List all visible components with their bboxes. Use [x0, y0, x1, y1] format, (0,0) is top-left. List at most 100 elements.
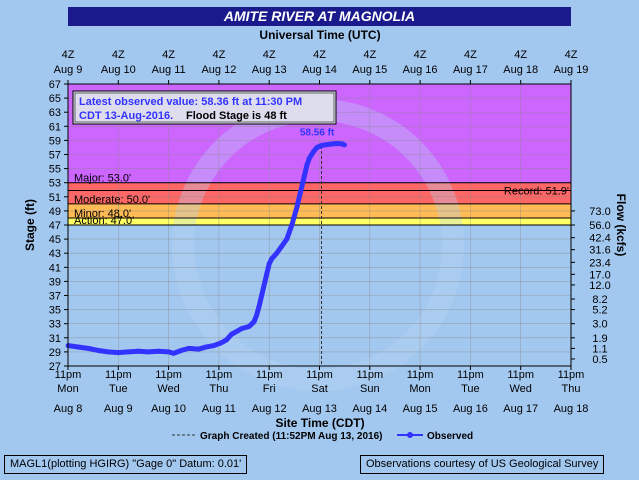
observed-point: [178, 348, 184, 353]
bottom-tick-time: 11pm: [558, 369, 585, 381]
y-tick-label: 51: [49, 192, 61, 204]
y-tick-label: 63: [49, 107, 61, 119]
observed-point: [307, 155, 312, 161]
observed-point: [342, 142, 348, 148]
flow-tick-label: 23.4: [589, 257, 610, 269]
observed-point: [75, 344, 81, 350]
bottom-tick-date: Aug 11: [202, 403, 236, 415]
flow-tick-label: 31.6: [589, 245, 610, 257]
observed-point: [203, 344, 209, 350]
observed-point: [274, 250, 280, 256]
observed-point: [296, 194, 302, 200]
top-axis-title: Universal Time (UTC): [259, 28, 380, 42]
top-tick-date: Aug 19: [554, 64, 589, 76]
flow-tick-label: 5.2: [592, 305, 607, 317]
bottom-tick-date: Aug 18: [554, 403, 589, 415]
observed-point: [279, 243, 285, 249]
bottom-tick-day: Fri: [263, 383, 276, 395]
bottom-tick-date: Aug 15: [403, 403, 438, 415]
legend-observed: Observed: [427, 431, 473, 442]
y-tick-label: 33: [49, 319, 61, 331]
flow-tick-label: 8.2: [592, 294, 607, 306]
y-tick-label: 65: [49, 93, 61, 105]
top-tick-time: 4Z: [464, 49, 477, 61]
bottom-tick-date: Aug 9: [104, 403, 133, 415]
flow-tick-label: 12.0: [589, 280, 610, 292]
bottom-tick-day: Thu: [209, 383, 228, 395]
top-tick-time: 4Z: [212, 49, 225, 61]
top-tick-time: 4Z: [363, 49, 376, 61]
latest-value-date: CDT 13-Aug-2016.: [79, 110, 173, 122]
peak-label: 58.56 ft: [300, 128, 335, 139]
flood-label-moderate: Moderate: 50.0': [74, 194, 150, 206]
flood-stage-text: Flood Stage is 48 ft: [186, 110, 287, 122]
observed-point: [186, 345, 192, 351]
bottom-tick-date: Aug 16: [453, 403, 488, 415]
y-tick-label: 41: [49, 262, 61, 274]
top-tick-date: Aug 9: [54, 64, 83, 76]
observed-point: [266, 261, 272, 267]
top-tick-date: Aug 14: [302, 64, 337, 76]
bottom-tick-date: Aug 8: [54, 403, 83, 415]
legend-graph-created: Graph Created (11:52PM Aug 13, 2016): [200, 431, 382, 442]
observed-point: [319, 142, 325, 148]
top-tick-time: 4Z: [62, 49, 75, 61]
observed-point: [254, 312, 260, 318]
legend-observed-marker: [407, 432, 413, 438]
y-tick-label: 43: [49, 248, 61, 260]
observed-point: [166, 349, 172, 355]
bottom-tick-time: 11pm: [155, 369, 182, 381]
observed-point: [329, 141, 335, 147]
x-axis-title: Site Time (CDT): [275, 416, 364, 430]
y-tick-label: 57: [49, 150, 61, 162]
observed-point: [289, 222, 295, 228]
observed-point: [85, 345, 91, 351]
bottom-tick-date: Aug 14: [352, 403, 387, 415]
bottom-tick-day: Wed: [157, 383, 179, 395]
observed-point: [196, 346, 202, 352]
bottom-tick-day: Tue: [109, 383, 128, 395]
latest-value-box: [72, 90, 337, 125]
latest-value-box-inner: [74, 92, 335, 123]
observed-point: [256, 303, 262, 309]
y-tick-label: 35: [49, 305, 61, 317]
top-tick-date: Aug 11: [152, 64, 186, 76]
bottom-tick-date: Aug 17: [503, 403, 538, 415]
flood-label-minor: Minor: 48.0': [74, 208, 131, 220]
top-tick-time: 4Z: [514, 49, 527, 61]
observed-point: [311, 149, 316, 155]
observed-point: [95, 348, 101, 353]
y-axis-title: Stage (ft): [23, 199, 37, 251]
observed-point: [171, 350, 177, 356]
bottom-tick-time: 11pm: [306, 369, 333, 381]
observed-point: [259, 293, 265, 298]
observed-point: [261, 282, 267, 288]
y-tick-label: 53: [49, 178, 61, 190]
top-tick-date: Aug 16: [403, 64, 438, 76]
y-tick-label: 29: [49, 347, 61, 359]
datum-info: MAGL1(plotting HGIRG) "Gage 0" Datum: 0.…: [4, 455, 248, 474]
bottom-tick-time: 11pm: [206, 369, 233, 381]
bottom-tick-time: 11pm: [457, 369, 484, 381]
bottom-tick-day: Wed: [509, 383, 531, 395]
observed-point: [302, 173, 307, 179]
top-tick-time: 4Z: [313, 49, 326, 61]
flow-tick-label: 0.5: [592, 354, 607, 366]
flow-tick-label: 3.0: [592, 319, 607, 331]
bottom-tick-time: 11pm: [105, 369, 132, 381]
bottom-tick-day: Mon: [409, 383, 430, 395]
y-tick-label: 67: [49, 79, 61, 91]
top-tick-date: Aug 13: [252, 64, 287, 76]
top-tick-date: Aug 17: [453, 64, 488, 76]
top-tick-time: 4Z: [263, 49, 276, 61]
observed-point: [105, 349, 111, 355]
observed-point: [264, 271, 270, 277]
bottom-tick-date: Aug 10: [151, 403, 186, 415]
y-tick-label: 47: [49, 220, 61, 232]
observed-point: [211, 343, 217, 348]
flow-tick-label: 1.9: [592, 333, 607, 345]
flow-tick-label: 17.0: [589, 269, 610, 281]
observed-point: [324, 142, 330, 148]
bottom-tick-date: Aug 13: [302, 403, 337, 415]
